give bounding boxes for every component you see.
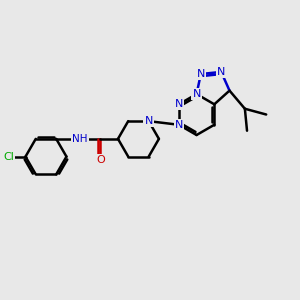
Text: NH: NH [72, 134, 88, 144]
Text: Cl: Cl [3, 152, 14, 162]
Text: O: O [96, 155, 105, 165]
Text: N: N [175, 120, 183, 130]
Text: N: N [196, 69, 205, 79]
Text: N: N [175, 99, 183, 109]
Text: N: N [192, 89, 201, 99]
Text: N: N [145, 116, 153, 126]
Text: N: N [217, 67, 225, 77]
